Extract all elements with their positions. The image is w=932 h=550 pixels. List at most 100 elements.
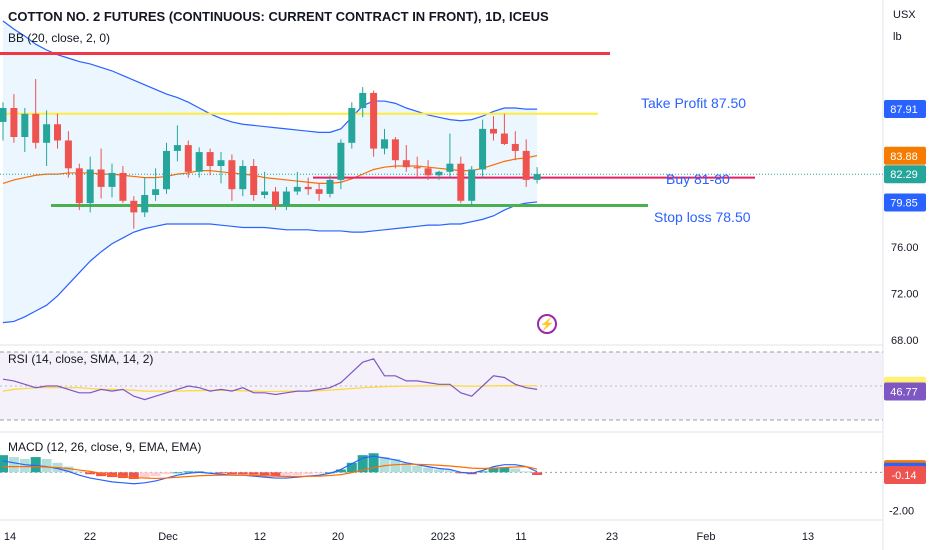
bb-indicator-label[interactable]: BB (20, close, 2, 0) [8, 31, 111, 45]
macd-histogram-bar [379, 457, 390, 473]
buy-annotation[interactable]: Buy 81-80 [666, 171, 730, 187]
candle [250, 159, 258, 201]
bb-lower-line [2, 201, 538, 324]
candle-body [173, 145, 181, 151]
macd-signal-line [3, 463, 538, 480]
macd-label-box [884, 465, 926, 484]
candle [457, 156, 465, 204]
macd-histogram-bar [74, 471, 85, 473]
rsi-indicator-label[interactable]: RSI (14, close, SMA, 14, 2) [8, 352, 154, 366]
candle-body [206, 152, 214, 166]
price-label: 87.91 [890, 104, 918, 116]
macd-histogram-bar [172, 472, 183, 474]
macd-histogram-bar [128, 472, 139, 479]
macd-histogram-bar [19, 458, 30, 473]
candle-body [424, 168, 432, 176]
price-label: 79.85 [890, 198, 918, 210]
macd-histogram-bar [423, 467, 434, 473]
rsi-line [2, 358, 538, 401]
lightning-bolt-icon[interactable]: ⚡ [537, 314, 557, 334]
rsi-label-box [884, 382, 926, 401]
macd-histogram-bar [41, 458, 52, 473]
candle [108, 163, 116, 198]
price-label-box [884, 100, 926, 119]
macd-histogram-bar [412, 465, 423, 473]
candle [173, 125, 181, 162]
candle-body [337, 142, 345, 180]
candle-body [108, 172, 116, 187]
rsi-ma-line [2, 385, 538, 393]
candle-body [272, 191, 279, 206]
macd-histogram-bar [368, 453, 379, 473]
candle [315, 183, 323, 201]
macd-histogram-bar [85, 472, 96, 475]
candle-body [184, 145, 192, 172]
candle [228, 154, 236, 201]
stop-loss-annotation[interactable]: Stop loss 78.50 [654, 209, 751, 225]
candle [75, 163, 83, 211]
candle [141, 177, 149, 218]
macd-line [2, 455, 538, 485]
macd-histogram-bar [314, 472, 325, 474]
candle [163, 142, 170, 194]
macd-histogram-bar [0, 455, 8, 473]
candle-body [304, 186, 312, 190]
candle [402, 145, 410, 172]
candle [32, 79, 40, 149]
candle-body [64, 140, 72, 169]
bb-upper-line [2, 20, 538, 133]
candle-body [10, 108, 18, 137]
candle [130, 196, 138, 229]
macd-histogram-bar [139, 472, 150, 479]
candle-body [228, 160, 236, 190]
rsi-value-label: 46.77 [890, 386, 918, 398]
macd-histogram-bar [226, 472, 237, 475]
x-tick-label: Dec [158, 531, 178, 543]
candle [326, 175, 334, 198]
macd-histogram-bar [357, 455, 368, 473]
macd-histogram-bar [96, 472, 107, 477]
x-tick-label: 11 [515, 531, 526, 543]
macd-histogram-bar [30, 457, 41, 473]
candle [381, 128, 388, 155]
candle-body [239, 166, 247, 190]
price-label: 82.29 [890, 169, 918, 181]
candle-body [250, 166, 258, 195]
candle-body [75, 168, 83, 204]
candle-body [533, 174, 541, 180]
bb-band-fill [3, 21, 538, 323]
candle-body [326, 179, 334, 194]
candle [479, 119, 487, 178]
candle [490, 116, 497, 141]
candle [511, 131, 519, 161]
candle-body [43, 124, 51, 143]
y-tick-label: 72.00 [891, 289, 919, 301]
candle [272, 186, 279, 211]
x-tick-label: 22 [84, 531, 96, 543]
candle-body [0, 108, 7, 122]
price-label-box [884, 146, 926, 165]
candle [217, 152, 225, 184]
x-tick-label: 12 [254, 531, 266, 543]
currency-unit: USX [893, 9, 916, 21]
candle-body [130, 200, 138, 213]
take-profit-annotation[interactable]: Take Profit 87.50 [641, 95, 747, 111]
candle [370, 90, 378, 157]
macd-histogram-bar [444, 470, 455, 473]
candle [21, 108, 29, 153]
candle [424, 160, 432, 180]
candle-body [348, 108, 356, 143]
candle-body [282, 191, 290, 206]
candle [86, 156, 94, 213]
candle-body [359, 92, 367, 108]
macd-indicator-label[interactable]: MACD (12, 26, close, 9, EMA, EMA) [8, 440, 202, 454]
macd-y-tick-label: -2.00 [889, 505, 914, 517]
chart-title: COTTON NO. 2 FUTURES (CONTINUOUS: CURREN… [8, 9, 549, 24]
macd-histogram-bar [292, 472, 303, 476]
candle-body [315, 189, 323, 194]
candle-body [490, 128, 497, 134]
candle [261, 171, 269, 199]
candle-body [21, 113, 29, 137]
candle [468, 166, 476, 206]
